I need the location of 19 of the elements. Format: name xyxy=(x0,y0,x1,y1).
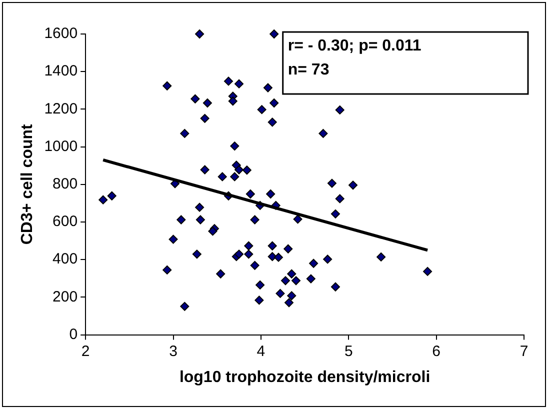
x-tick-label: 2 xyxy=(81,342,90,360)
x-axis-title: log10 trophozoite density/microli xyxy=(179,368,430,386)
y-tick-label: 400 xyxy=(52,250,78,268)
y-tick-label: 1200 xyxy=(44,100,78,118)
y-tick-label: 800 xyxy=(52,176,78,193)
x-tick-label: 7 xyxy=(520,342,528,360)
y-tick-label: 1600 xyxy=(44,25,78,42)
x-tick-label: 4 xyxy=(256,342,266,360)
y-tick-label: 1400 xyxy=(44,62,78,80)
x-tick-label: 3 xyxy=(169,342,178,360)
x-tick-label: 5 xyxy=(344,342,353,360)
y-axis-title: CD3+ cell count xyxy=(19,123,36,245)
x-tick-label: 6 xyxy=(432,342,440,360)
y-tick-label: 1000 xyxy=(44,138,78,155)
y-tick-label: 0 xyxy=(69,326,78,343)
annotation: n= 73 xyxy=(288,61,330,78)
y-tick-label: 200 xyxy=(52,288,78,306)
y-tick-label: 600 xyxy=(52,213,78,230)
annotation: r= - 0.30; p= 0.011 xyxy=(288,37,422,54)
